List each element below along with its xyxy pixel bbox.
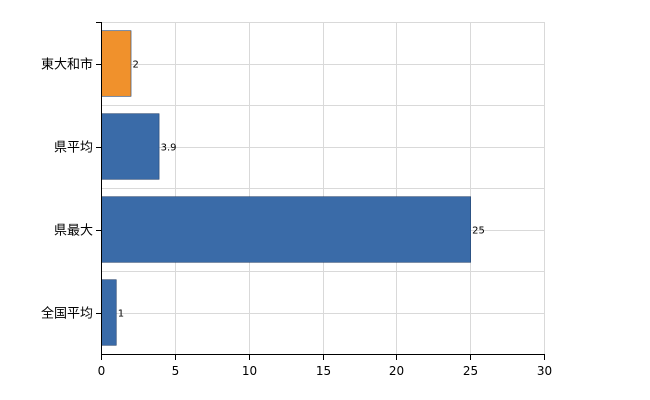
- x-tick-label: 0: [98, 364, 106, 378]
- data-label: 3.9: [161, 143, 177, 154]
- data-label: 1: [118, 309, 124, 320]
- bar: [101, 113, 160, 180]
- data-label: 25: [472, 226, 485, 237]
- bar: [101, 279, 117, 346]
- y-tick-label: 東大和市: [41, 57, 93, 73]
- grid-layer: [101, 22, 545, 355]
- x-tick-label: 25: [463, 364, 478, 378]
- y-tick-label: 県平均: [54, 141, 93, 156]
- y-tick-label: 県最大: [54, 224, 93, 239]
- bar: [101, 30, 132, 97]
- y-tick-label: 全国平均: [41, 306, 93, 322]
- x-tick-label: 10: [242, 364, 257, 378]
- x-tick-label: 30: [537, 364, 552, 378]
- x-tick-label: 20: [389, 364, 404, 378]
- axis-layer: [96, 22, 545, 360]
- x-tick-label: 15: [316, 364, 331, 378]
- bar: [101, 196, 471, 263]
- data-label: 2: [133, 60, 139, 71]
- bars-layer: [101, 30, 471, 346]
- x-tick-label: 5: [172, 364, 180, 378]
